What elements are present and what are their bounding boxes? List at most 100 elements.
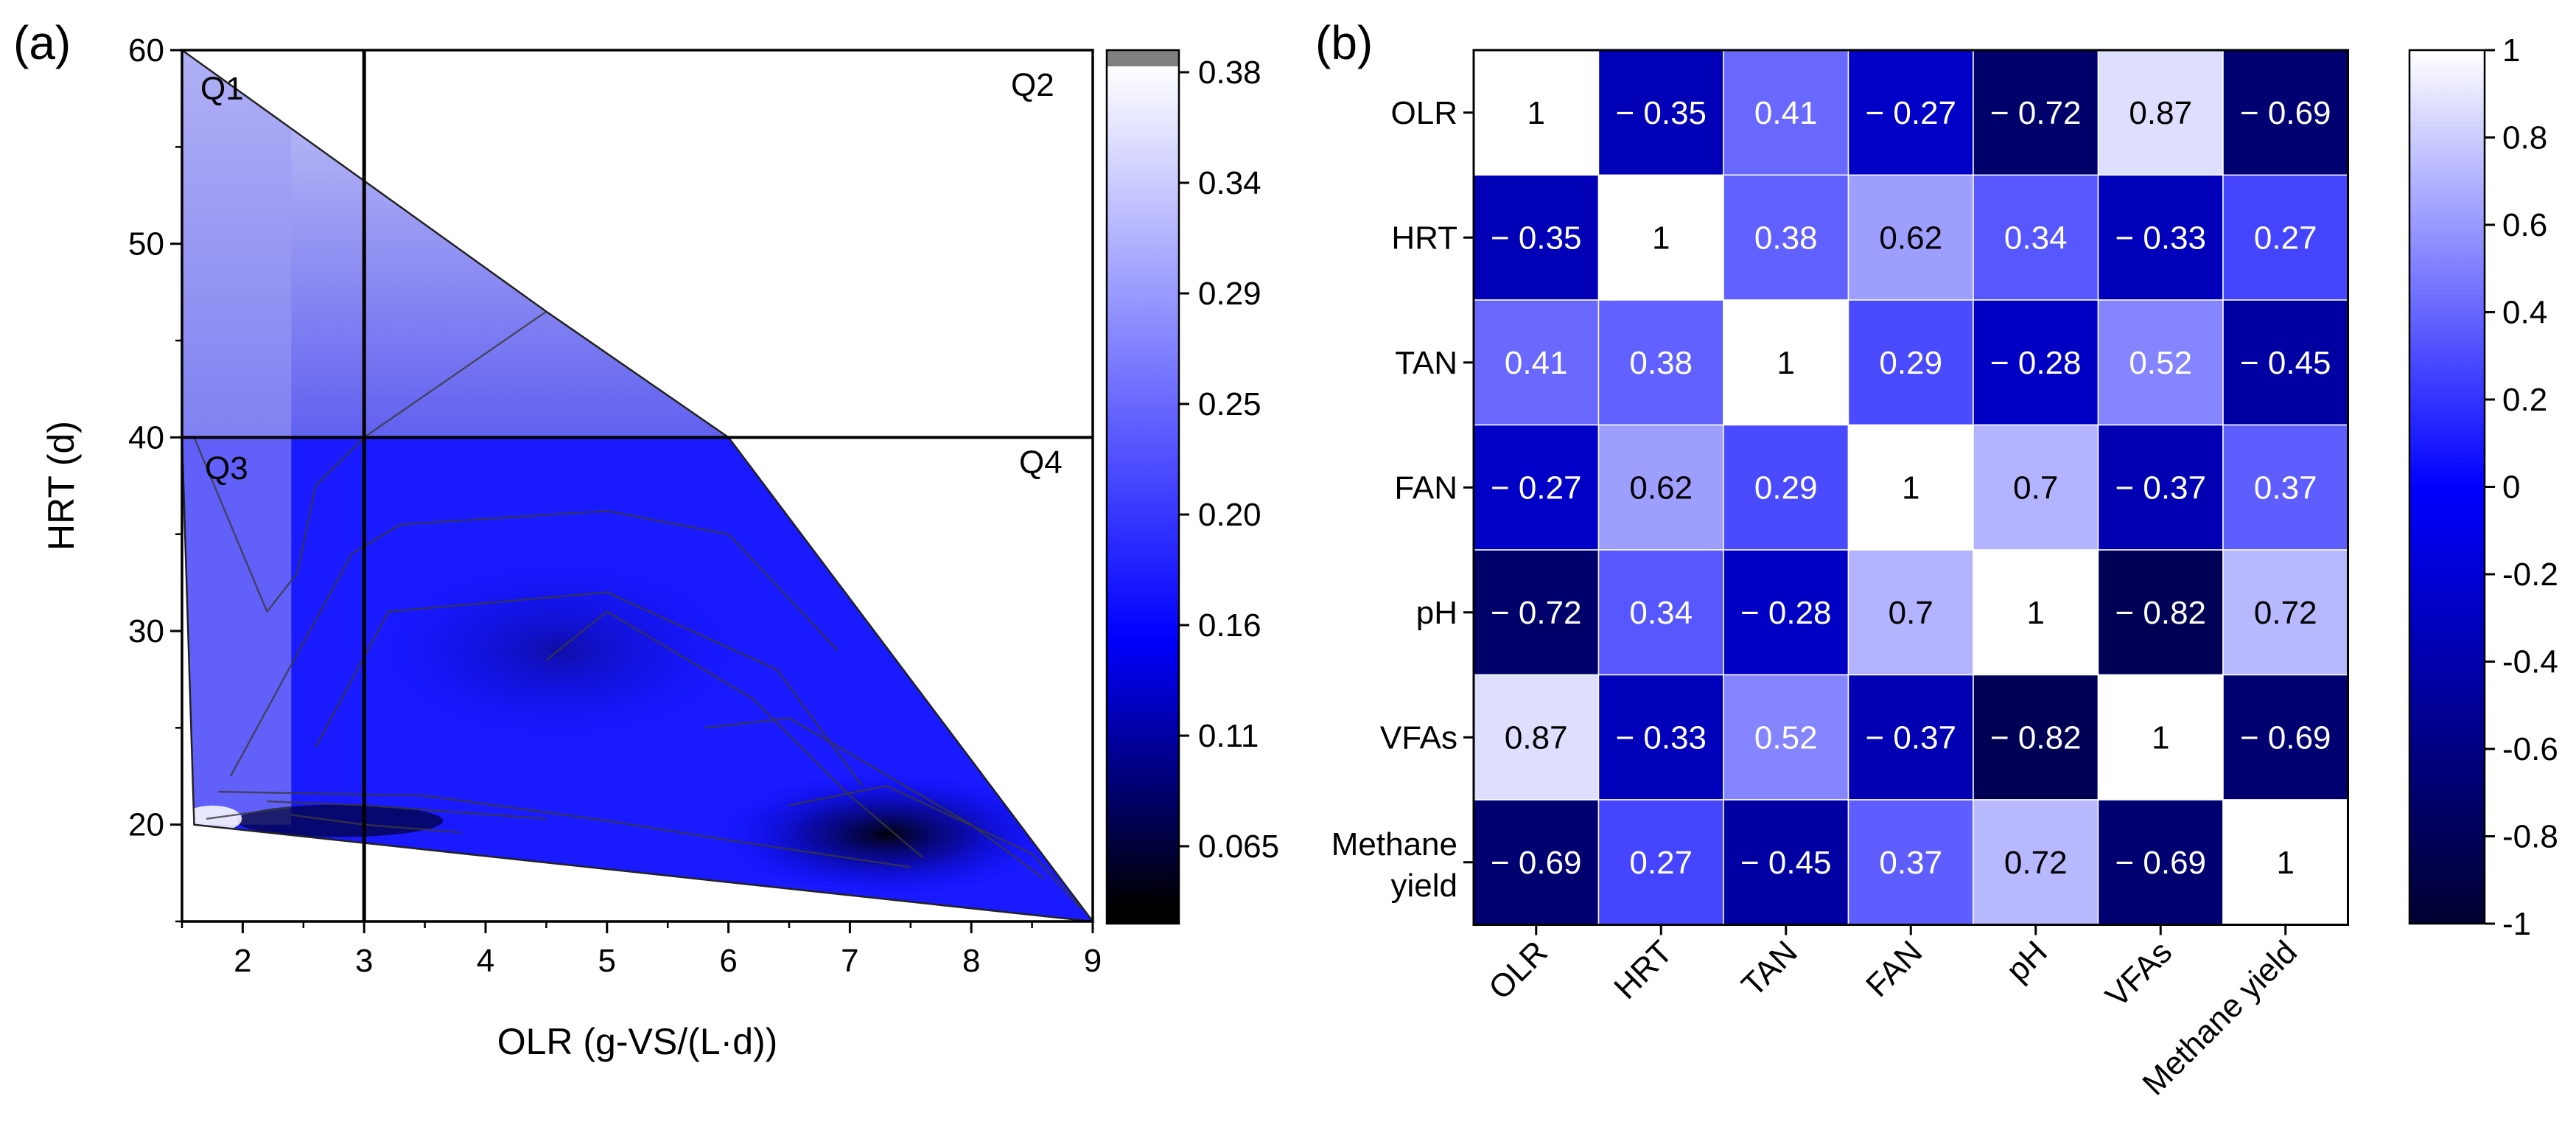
panel-label-a: (a) bbox=[13, 16, 71, 69]
heatmap-cell bbox=[1723, 424, 1849, 551]
heatmap-cell bbox=[1597, 174, 1724, 301]
x-tick-label: 5 bbox=[598, 943, 616, 979]
heatmap-cell-value: 0.52 bbox=[1754, 719, 1818, 756]
heatmap-cell-value: − 0.69 bbox=[2240, 95, 2331, 131]
heatmap-cell-value: − 0.28 bbox=[1990, 345, 2082, 381]
corr-colorbar-tick-label: 0.8 bbox=[2502, 120, 2547, 156]
heatmap-cell-value: 0.34 bbox=[1629, 595, 1693, 631]
heatmap-cell-value: 0.37 bbox=[1879, 845, 1942, 881]
corr-colorbar-tick-label: -0.4 bbox=[2502, 644, 2558, 680]
heatmap-cell-value: 0.62 bbox=[1629, 470, 1693, 506]
heatmap-col-label: HRT bbox=[1607, 934, 1679, 1006]
contour-panel: Q1 Q2 Q3 Q4 2 3 4 5 6 7 8 9 20 30 40 50 60 OLR (g-VS/(L·d… bbox=[41, 32, 1279, 1062]
contour-minimum-zone bbox=[716, 771, 1056, 897]
contour-line bbox=[704, 717, 1045, 880]
colorbar-tick-label: 0.065 bbox=[1198, 829, 1279, 865]
heatmap-cell bbox=[1847, 799, 1974, 926]
heatmap-row-label: pH bbox=[1416, 595, 1457, 631]
heatmap-cell bbox=[1973, 174, 2099, 301]
heatmap-cell-value: 0.41 bbox=[1754, 95, 1818, 131]
correlation-heatmap-panel: 1− 0.35 0.41− 0.27− 0.72 0.87− 0.69− 0.35 1… bbox=[1331, 32, 2558, 1102]
heatmap-cell-value: − 0.45 bbox=[2240, 345, 2331, 381]
heatmap-cell bbox=[1473, 424, 1600, 551]
heatmap-cell-value: 1 bbox=[2152, 719, 2169, 756]
heatmap-row-label: yield bbox=[1391, 868, 1458, 904]
contour-line bbox=[229, 509, 839, 777]
heatmap-cell bbox=[1847, 49, 1974, 176]
heatmap-cell bbox=[2222, 174, 2349, 301]
heatmap-col-label: FAN bbox=[1859, 934, 1929, 1004]
colorbar-over bbox=[1107, 50, 1179, 66]
x-tick-label: 8 bbox=[962, 943, 980, 979]
colorbar-tick-label: 0.29 bbox=[1198, 276, 1261, 312]
panel-label-b: (b) bbox=[1315, 16, 1373, 69]
heatmap-cell-value: − 0.69 bbox=[1491, 845, 1582, 881]
heatmap-cell bbox=[1473, 174, 1600, 301]
heatmap-cell-value: 0.87 bbox=[1505, 719, 1568, 756]
contour-upper-region bbox=[182, 50, 1093, 438]
colorbar-tick-label: 0.20 bbox=[1198, 497, 1261, 533]
x-tick-label: 6 bbox=[719, 943, 737, 979]
heatmap-cell-value: − 0.37 bbox=[1865, 719, 1956, 756]
heatmap-cell bbox=[1723, 299, 1849, 426]
heatmap-cell-value: − 0.82 bbox=[2115, 595, 2206, 631]
x-tick-label: 9 bbox=[1084, 943, 1102, 979]
heatmap-cell-value: 0.29 bbox=[1879, 345, 1942, 381]
colorbar-gradient bbox=[1107, 66, 1179, 907]
quadrant-label: Q2 bbox=[1011, 67, 1054, 103]
heatmap-cell bbox=[2222, 299, 2349, 426]
heatmap-cell bbox=[1723, 799, 1849, 926]
heatmap-row-label: HRT bbox=[1391, 220, 1457, 256]
corr-colorbar-tick-label: 0.2 bbox=[2502, 382, 2547, 418]
x-tick-label: 4 bbox=[477, 943, 494, 979]
heatmap-cell bbox=[1597, 674, 1724, 801]
heatmap-cell bbox=[2222, 49, 2349, 176]
colorbar-under bbox=[1107, 907, 1179, 924]
heatmap-cell-value: − 0.82 bbox=[1990, 719, 2082, 756]
heatmap-cell bbox=[1973, 674, 2099, 801]
contour-fill bbox=[182, 50, 1093, 921]
corr-colorbar-tick-label: 1 bbox=[2502, 32, 2520, 69]
heatmap-cell-value: − 0.27 bbox=[1491, 470, 1582, 506]
heatmap-cell-value: − 0.33 bbox=[2115, 220, 2206, 256]
heatmap-cell-value: 0.37 bbox=[2254, 470, 2317, 506]
heatmap-row-label: VFAs bbox=[1380, 719, 1457, 756]
heatmap-cell-value: 1 bbox=[2027, 595, 2045, 631]
y-tick-label: 20 bbox=[128, 807, 164, 843]
heatmap-cell-value: 0.52 bbox=[2129, 345, 2192, 381]
heatmap-cell bbox=[1847, 299, 1974, 426]
contour-line bbox=[363, 310, 547, 439]
heatmap-cell-value: − 0.33 bbox=[1615, 719, 1707, 756]
heatmap-cell bbox=[1597, 424, 1724, 551]
corr-colorbar-tick-label: 0 bbox=[2502, 470, 2520, 506]
heatmap-col-label: VFAs bbox=[2099, 934, 2179, 1014]
heatmap-col-label: TAN bbox=[1735, 934, 1805, 1004]
heatmap-cell bbox=[2097, 174, 2224, 301]
colorbar-tick-label: 0.34 bbox=[1198, 165, 1261, 201]
heatmap-cell-value: 0.62 bbox=[1879, 220, 1942, 256]
contour-line bbox=[218, 790, 911, 868]
heatmap-cell bbox=[1473, 299, 1600, 426]
heatmap-cell-value: − 0.37 bbox=[2115, 470, 2206, 506]
corr-colorbar-gradient bbox=[2409, 50, 2485, 924]
corr-colorbar-tick-label: 0.4 bbox=[2502, 295, 2547, 331]
quadrant-label: Q1 bbox=[200, 71, 244, 107]
contour-line bbox=[193, 436, 365, 614]
heatmap-cell-value: 0.7 bbox=[1889, 595, 1933, 631]
heatmap-row-label: Methane bbox=[1331, 826, 1457, 862]
x-tick-label: 7 bbox=[841, 943, 858, 979]
heatmap-cell-value: 1 bbox=[2277, 845, 2295, 881]
heatmap-cell bbox=[2097, 549, 2224, 676]
colorbar-frame bbox=[1105, 49, 1180, 925]
heatmap-cell-value: 0.72 bbox=[2004, 845, 2068, 881]
colorbar-tick-label: 0.38 bbox=[1198, 55, 1261, 91]
contour-line bbox=[206, 806, 292, 820]
heatmap-cell-value: − 0.69 bbox=[2240, 719, 2331, 756]
heatmap-cell bbox=[1473, 49, 1600, 176]
corr-colorbar-tick-label: -0.8 bbox=[2502, 819, 2558, 855]
heatmap-cell-value: − 0.72 bbox=[1491, 595, 1582, 631]
heatmap-col-label: pH bbox=[1999, 934, 2054, 989]
heatmap-cell-value: − 0.72 bbox=[1990, 95, 2082, 131]
heatmap-cell-value: 1 bbox=[1652, 220, 1670, 256]
